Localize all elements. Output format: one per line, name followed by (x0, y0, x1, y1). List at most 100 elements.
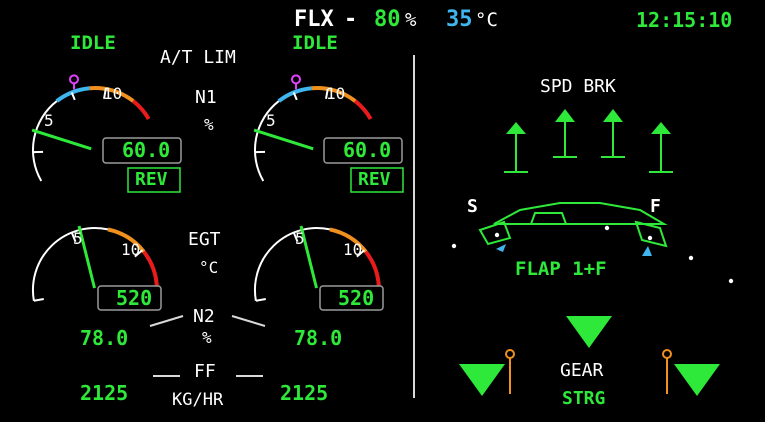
egt-scale-low-right: 5 (295, 229, 305, 248)
gear-left-triangle (459, 364, 505, 396)
flap-position-triangle (642, 246, 652, 256)
flap-indicator (634, 220, 668, 248)
gear-status: STRG (562, 388, 606, 409)
thrust-mode-label: FLX (294, 7, 334, 32)
n1-cyan-band (55, 86, 90, 103)
ff-label: FF (194, 361, 216, 382)
egt-tick-5 (70, 232, 77, 243)
n1-scale-low-right: 5 (266, 111, 276, 130)
egt-label: EGT (188, 229, 221, 250)
rev-box-right (350, 167, 404, 193)
n1-gauge-left (31, 74, 151, 182)
n1-red-band (353, 99, 373, 121)
at-limit-circle (290, 74, 301, 85)
egt-red-band (364, 250, 381, 286)
spoiler-arrow-4 (649, 122, 673, 173)
egt-unit: °C (199, 258, 219, 277)
rev-label-left: REV (135, 169, 168, 190)
thrust-dash: - (344, 7, 358, 32)
gear-door-right (662, 349, 672, 394)
n1-value-box-right (323, 137, 403, 164)
gear-nose-triangle (566, 316, 612, 348)
gear-door-left (505, 349, 515, 394)
egt-value-left: 520 (116, 286, 153, 310)
egt-scale-arc (253, 227, 331, 301)
slat-indicator (478, 220, 512, 246)
spoiler-arrow-2 (553, 109, 577, 158)
n1-tick-mid (70, 92, 76, 101)
egt-scale-high-right: 10 (343, 240, 363, 259)
n1-scale-low-left: 5 (44, 111, 54, 130)
thrust-unit: % (405, 9, 417, 31)
n2-label: N2 (193, 306, 215, 327)
slat-position-triangle (496, 244, 506, 252)
flap-wing-diagram (478, 202, 668, 248)
slat-label: S (467, 196, 478, 217)
egt-tick-10 (356, 249, 366, 258)
n1-red-band (131, 99, 151, 121)
rev-box-left (127, 167, 181, 193)
n1-unit: % (204, 115, 214, 134)
n2-unit: % (202, 328, 212, 347)
flap-dots (451, 225, 734, 284)
egt-red-band (142, 250, 159, 286)
rev-label-right: REV (358, 169, 391, 190)
egt-scale-arc (31, 227, 109, 301)
flex-temp-value: 35 (446, 7, 473, 32)
n1-tick-10 (325, 88, 329, 99)
gear-right-triangle (674, 364, 720, 396)
n1-scale-arc (31, 100, 58, 182)
flap-label: F (650, 196, 661, 217)
egt-gauge-right (253, 225, 381, 302)
n2-value-left: 78.0 (80, 326, 129, 350)
idle-label-left: IDLE (70, 32, 116, 54)
egt-scale-high-left: 10 (121, 240, 141, 259)
gear-label: GEAR (560, 360, 604, 381)
egt-tick-min (255, 298, 266, 302)
at-limit-circle (68, 74, 79, 85)
egt-value-box-left (97, 285, 162, 311)
n2-value-right: 78.0 (294, 326, 343, 350)
egt-needle (299, 225, 318, 289)
ff-value-left: 2125 (80, 381, 129, 405)
egt-gauge-left (31, 225, 159, 302)
n1-label: N1 (195, 87, 217, 108)
thrust-value: 80 (374, 7, 401, 32)
egt-tick-5 (292, 232, 299, 243)
ff-unit: KG/HR (172, 390, 224, 410)
n1-amber-band (311, 85, 357, 103)
egt-scale-low-left: 5 (73, 229, 83, 248)
n1-gauge-right (253, 74, 373, 182)
n1-value-right: 60.0 (343, 138, 392, 162)
wing-outline (493, 202, 668, 225)
n1-value-box-left (102, 137, 182, 164)
n1-amber-band (89, 85, 135, 103)
n1-scale-high-right: 10 (326, 84, 346, 103)
n1-needle (253, 128, 314, 151)
n1-scale-arc (253, 100, 280, 182)
egt-tick-min (33, 298, 44, 302)
wing-center-box (529, 212, 568, 225)
center-dash-lines (149, 315, 266, 377)
n1-cyan-band (277, 86, 312, 103)
idle-label-right: IDLE (292, 32, 338, 54)
clock: 12:15:10 (636, 8, 733, 32)
n1-value-left: 60.0 (122, 138, 171, 162)
flex-temp-unit: °C (475, 9, 498, 31)
at-lim-label: A/T LIM (160, 47, 236, 68)
n1-scale-high-left: 10 (103, 84, 123, 103)
n1-needle (31, 128, 92, 151)
spoiler-arrow-1 (504, 122, 528, 173)
egt-value-right: 520 (338, 286, 375, 310)
egt-needle (77, 225, 96, 289)
ff-value-right: 2125 (280, 381, 329, 405)
speedbrake-label: SPD BRK (540, 76, 616, 97)
n1-tick-mid (292, 92, 298, 101)
egt-tick-10 (134, 249, 144, 258)
n1-tick-10 (103, 88, 107, 99)
spoiler-arrow-3 (601, 109, 625, 158)
egt-value-box-right (319, 285, 384, 311)
speedbrake-arrows (504, 109, 673, 173)
